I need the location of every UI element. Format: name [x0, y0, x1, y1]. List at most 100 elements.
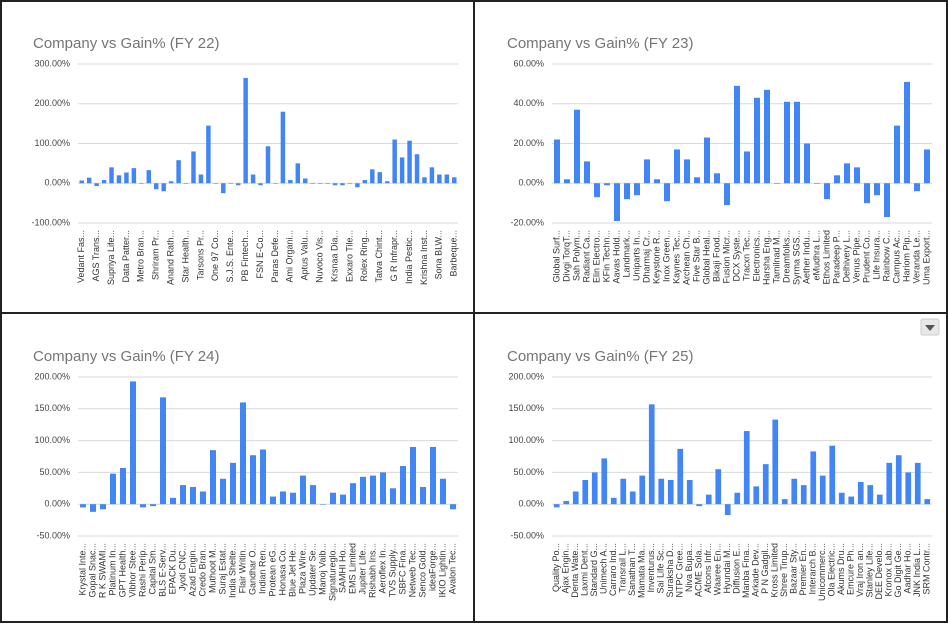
x-tick-label: Plaza Wire...: [297, 543, 307, 594]
x-tick-label: Rolex Ring...: [359, 230, 369, 282]
bar: [563, 501, 570, 505]
bar: [791, 478, 798, 505]
bar: [714, 173, 720, 184]
y-tick-label: 20.00%: [513, 138, 544, 148]
bar: [310, 183, 315, 184]
x-tick-label: JNK India L...: [912, 543, 922, 597]
bar: [332, 183, 338, 186]
bar: [154, 183, 159, 190]
x-tick-label: ACME Sola...: [694, 543, 704, 597]
bar: [140, 504, 146, 508]
bar: [754, 97, 760, 184]
bar: [696, 504, 703, 507]
bar: [101, 180, 107, 184]
bar: [295, 163, 301, 184]
x-tick-label: Denta Wate...: [570, 543, 580, 598]
x-tick-label: EMS Limited: [347, 543, 357, 594]
x-tick-label: Manoj Vaib...: [317, 543, 327, 595]
x-tick-label: Hariom Pip...: [901, 230, 911, 282]
menu-button[interactable]: [920, 318, 940, 336]
x-tick-label: Premier En...: [798, 543, 808, 596]
bar: [814, 183, 820, 184]
x-tick-label: Hyundai M...: [722, 543, 732, 594]
y-tick-label: 0.00%: [44, 499, 70, 509]
bar: [781, 499, 788, 505]
bar: [924, 149, 930, 184]
bar: [764, 89, 770, 184]
bar: [160, 397, 166, 505]
bar: [564, 179, 570, 184]
bar: [228, 183, 233, 184]
x-tick-label: Radiant Ca...: [581, 230, 591, 283]
x-tick-label: Carraro Ind...: [608, 543, 618, 596]
x-tick-label: Interarch B...: [808, 543, 818, 595]
bar: [734, 85, 740, 184]
bar: [857, 481, 864, 505]
bar: [867, 485, 874, 505]
x-tick-label: Krystal Inte...: [77, 543, 87, 596]
bar: [161, 183, 166, 192]
x-tick-label: Flair Writin...: [237, 543, 247, 593]
bar: [684, 159, 690, 184]
bar: [724, 504, 731, 516]
y-tick-label: 60.00%: [513, 58, 544, 68]
x-tick-label: Laxmi Dent...: [580, 543, 590, 596]
x-tick-label: Shriram Pr...: [151, 230, 161, 280]
bar: [384, 181, 390, 184]
y-tick-label: 200.00%: [508, 371, 544, 381]
x-tick-label: Aadhar Ho...: [903, 543, 913, 594]
bar: [874, 183, 880, 196]
x-tick-label: Diffusion E...: [732, 543, 742, 594]
x-tick-label: Barbeque...: [449, 230, 459, 277]
bar: [644, 159, 650, 184]
bar: [819, 475, 826, 505]
x-tick-label: Netweb Tec...: [407, 543, 417, 597]
bar: [686, 480, 693, 505]
bar: [452, 177, 457, 184]
bar: [824, 183, 830, 200]
x-tick-label: SBFC Fina...: [397, 543, 407, 595]
bar: [220, 478, 226, 505]
x-tick-label: Global Heal...: [701, 230, 711, 285]
bar: [377, 172, 382, 184]
x-tick-label: BLS E-Serv...: [157, 543, 167, 597]
x-tick-label: S.J.S. Ente...: [225, 230, 235, 283]
x-tick-label: Stanley Life...: [865, 543, 875, 598]
bar: [614, 183, 620, 222]
x-tick-label: Dreamfolks...: [781, 230, 791, 283]
bar: [804, 143, 810, 184]
bar: [330, 492, 336, 505]
y-tick-label: 300.00%: [34, 58, 70, 68]
x-tick-label: EPACK Du...: [167, 543, 177, 594]
bar: [854, 167, 860, 184]
x-tick-label: Exxaro Tile...: [344, 230, 354, 282]
y-tick-label: 0.00%: [518, 178, 544, 188]
x-tick-label: Fusion Micr...: [721, 230, 731, 284]
bar: [694, 177, 700, 184]
x-tick-label: Archean Ch...: [681, 230, 691, 285]
bar: [734, 492, 741, 505]
y-tick-label: 150.00%: [508, 403, 544, 413]
x-tick-label: R K SWAMI...: [97, 543, 107, 598]
x-tick-label: Tatva Chint...: [374, 230, 384, 283]
x-tick-label: Kronox Lab...: [884, 543, 894, 597]
x-tick-label: Aether Indu...: [801, 230, 811, 284]
bar: [601, 458, 608, 505]
x-tick-label: Quality Po...: [551, 543, 561, 592]
bar: [620, 478, 627, 505]
x-tick-label: Uniparts In...: [631, 230, 641, 281]
bar: [744, 151, 750, 184]
x-tick-label: India Pestic...: [404, 230, 414, 284]
bar: [320, 504, 326, 505]
y-tick-label: 0.00%: [44, 178, 70, 188]
bar: [664, 183, 670, 202]
bar: [250, 174, 256, 184]
bar: [584, 161, 590, 184]
bar: [762, 464, 769, 505]
y-tick-label: 100.00%: [508, 435, 544, 445]
x-tick-label: Akums Dru...: [836, 543, 846, 595]
bar: [150, 504, 156, 507]
x-tick-label: Rashi Perip...: [137, 543, 147, 597]
x-tick-label: Rainbow C...: [881, 230, 891, 282]
x-tick-label: Inventurus...: [646, 543, 656, 593]
